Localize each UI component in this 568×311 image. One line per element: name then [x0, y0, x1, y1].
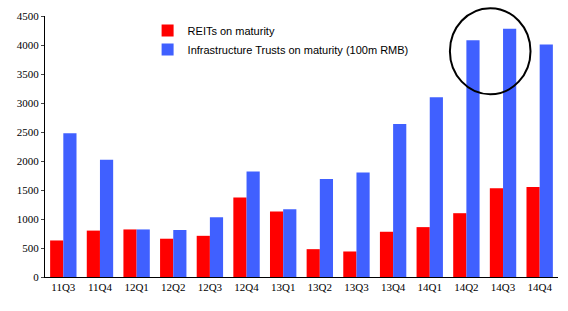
svg-text:12Q1: 12Q1 [124, 281, 148, 293]
svg-text:0: 0 [33, 271, 39, 283]
svg-text:1500: 1500 [17, 184, 40, 196]
svg-text:REITs on maturity: REITs on maturity [188, 25, 275, 37]
svg-text:13Q4: 13Q4 [381, 281, 406, 293]
svg-text:13Q3: 13Q3 [344, 281, 369, 293]
svg-text:500: 500 [22, 242, 39, 254]
svg-text:2500: 2500 [17, 126, 40, 138]
svg-text:13Q1: 13Q1 [271, 281, 295, 293]
svg-text:4500: 4500 [17, 10, 40, 22]
svg-text:3500: 3500 [17, 68, 40, 80]
svg-text:14Q4: 14Q4 [527, 281, 552, 293]
svg-text:4000: 4000 [17, 39, 40, 51]
svg-text:14Q3: 14Q3 [491, 281, 516, 293]
svg-text:3000: 3000 [17, 97, 40, 109]
svg-text:12Q4: 12Q4 [234, 281, 259, 293]
svg-text:11Q3: 11Q3 [51, 281, 76, 293]
svg-text:14Q1: 14Q1 [418, 281, 442, 293]
svg-text:13Q2: 13Q2 [308, 281, 332, 293]
svg-text:11Q4: 11Q4 [88, 281, 113, 293]
svg-text:2000: 2000 [17, 155, 40, 167]
svg-text:Infrastructure Trusts on matur: Infrastructure Trusts on maturity (100m … [188, 44, 409, 56]
svg-text:1000: 1000 [17, 213, 40, 225]
svg-text:12Q2: 12Q2 [161, 281, 185, 293]
svg-text:14Q2: 14Q2 [454, 281, 478, 293]
svg-text:12Q3: 12Q3 [198, 281, 223, 293]
